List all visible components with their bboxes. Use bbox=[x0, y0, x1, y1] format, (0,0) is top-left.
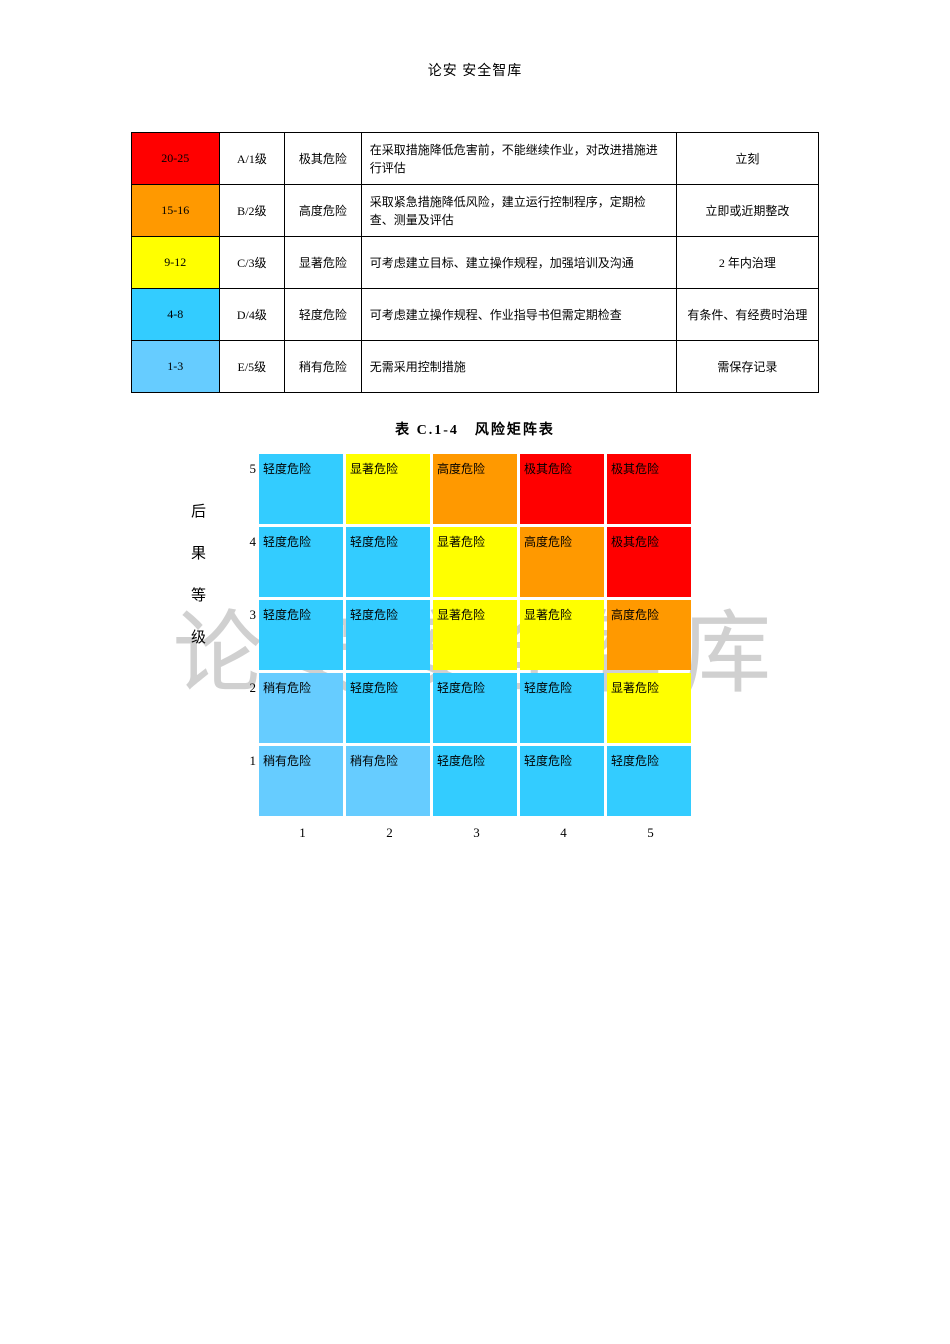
matrix-grid: 轻度危险显著危险高度危险极其危险极其危险轻度危险轻度危险显著危险高度危险极其危险… bbox=[256, 451, 694, 819]
risk-grade-cell: E/5级 bbox=[219, 341, 285, 393]
y-tick-label: 3 bbox=[236, 597, 256, 670]
risk-desc-cell: 采取紧急措施降低风险，建立运行控制程序，定期检查、测量及评估 bbox=[361, 185, 676, 237]
risk-grade-cell: D/4级 bbox=[219, 289, 285, 341]
x-tick-label: 2 bbox=[346, 825, 433, 841]
axis-char: 果 bbox=[191, 533, 207, 575]
x-tick-label: 4 bbox=[520, 825, 607, 841]
risk-level-cell: 稍有危险 bbox=[285, 341, 362, 393]
risk-action-cell: 立刻 bbox=[676, 133, 818, 185]
table-row: 1-3E/5级稍有危险无需采用控制措施需保存记录 bbox=[132, 341, 819, 393]
risk-level-table: 20-25A/1级极其危险在采取措施降低危害前，不能继续作业，对改进措施进行评估… bbox=[131, 132, 819, 393]
axis-char: 后 bbox=[191, 491, 207, 533]
risk-range-cell: 15-16 bbox=[132, 185, 220, 237]
matrix-cell: 轻度危险 bbox=[259, 527, 343, 597]
risk-level-cell: 极其危险 bbox=[285, 133, 362, 185]
y-tick-label: 2 bbox=[236, 670, 256, 743]
matrix-cell: 轻度危险 bbox=[520, 673, 604, 743]
risk-level-cell: 轻度危险 bbox=[285, 289, 362, 341]
matrix-cell: 稍有危险 bbox=[259, 746, 343, 816]
matrix-cell: 高度危险 bbox=[607, 600, 691, 670]
risk-grade-cell: A/1级 bbox=[219, 133, 285, 185]
risk-level-cell: 高度危险 bbox=[285, 185, 362, 237]
risk-grade-cell: B/2级 bbox=[219, 185, 285, 237]
matrix-title: 表 C.1-4 风险矩阵表 bbox=[0, 419, 950, 439]
matrix-cell: 显著危险 bbox=[346, 454, 430, 524]
y-tick-label: 4 bbox=[236, 524, 256, 597]
axis-char: 等 bbox=[191, 575, 207, 617]
risk-range-cell: 4-8 bbox=[132, 289, 220, 341]
risk-range-cell: 1-3 bbox=[132, 341, 220, 393]
matrix-cell: 轻度危险 bbox=[607, 746, 691, 816]
matrix-cell: 极其危险 bbox=[520, 454, 604, 524]
table-row: 4-8D/4级轻度危险可考虑建立操作规程、作业指导书但需定期检查有条件、有经费时… bbox=[132, 289, 819, 341]
matrix-cell: 轻度危险 bbox=[259, 600, 343, 670]
risk-action-cell: 立即或近期整改 bbox=[676, 185, 818, 237]
y-axis-ticks: 54321 bbox=[236, 451, 256, 816]
x-axis-ticks: 12345 bbox=[259, 825, 819, 841]
axis-char: 级 bbox=[191, 617, 207, 659]
matrix-cell: 轻度危险 bbox=[433, 746, 517, 816]
risk-desc-cell: 可考虑建立操作规程、作业指导书但需定期检查 bbox=[361, 289, 676, 341]
risk-grade-cell: C/3级 bbox=[219, 237, 285, 289]
risk-desc-cell: 在采取措施降低危害前，不能继续作业，对改进措施进行评估 bbox=[361, 133, 676, 185]
risk-action-cell: 需保存记录 bbox=[676, 341, 818, 393]
page-header: 论安 安全智库 bbox=[0, 0, 950, 80]
risk-level-cell: 显著危险 bbox=[285, 237, 362, 289]
matrix-cell: 显著危险 bbox=[433, 600, 517, 670]
matrix-row: 轻度危险显著危险高度危险极其危险极其危险 bbox=[259, 454, 691, 524]
risk-desc-cell: 无需采用控制措施 bbox=[361, 341, 676, 393]
matrix-cell: 显著危险 bbox=[520, 600, 604, 670]
matrix-cell: 显著危险 bbox=[607, 673, 691, 743]
y-axis-label: 后果等级 bbox=[191, 491, 207, 659]
matrix-cell: 轻度危险 bbox=[259, 454, 343, 524]
matrix-cell: 稍有危险 bbox=[259, 673, 343, 743]
matrix-cell: 轻度危险 bbox=[433, 673, 517, 743]
x-tick-label: 3 bbox=[433, 825, 520, 841]
matrix-cell: 轻度危险 bbox=[520, 746, 604, 816]
risk-range-cell: 20-25 bbox=[132, 133, 220, 185]
matrix-row: 稍有危险稍有危险轻度危险轻度危险轻度危险 bbox=[259, 746, 691, 816]
matrix-cell: 极其危险 bbox=[607, 527, 691, 597]
matrix-row: 轻度危险轻度危险显著危险显著危险高度危险 bbox=[259, 600, 691, 670]
table-row: 20-25A/1级极其危险在采取措施降低危害前，不能继续作业，对改进措施进行评估… bbox=[132, 133, 819, 185]
risk-desc-cell: 可考虑建立目标、建立操作规程，加强培训及沟通 bbox=[361, 237, 676, 289]
x-tick-label: 1 bbox=[259, 825, 346, 841]
risk-matrix: 后果等级 54321 轻度危险显著危险高度危险极其危险极其危险轻度危险轻度危险显… bbox=[131, 451, 819, 841]
matrix-cell: 高度危险 bbox=[433, 454, 517, 524]
x-tick-label: 5 bbox=[607, 825, 694, 841]
table-row: 9-12C/3级显著危险可考虑建立目标、建立操作规程，加强培训及沟通2 年内治理 bbox=[132, 237, 819, 289]
matrix-cell: 轻度危险 bbox=[346, 600, 430, 670]
risk-action-cell: 有条件、有经费时治理 bbox=[676, 289, 818, 341]
matrix-cell: 轻度危险 bbox=[346, 673, 430, 743]
risk-range-cell: 9-12 bbox=[132, 237, 220, 289]
matrix-row: 轻度危险轻度危险显著危险高度危险极其危险 bbox=[259, 527, 691, 597]
y-tick-label: 5 bbox=[236, 451, 256, 524]
matrix-cell: 轻度危险 bbox=[346, 527, 430, 597]
matrix-row: 稍有危险轻度危险轻度危险轻度危险显著危险 bbox=[259, 673, 691, 743]
matrix-cell: 稍有危险 bbox=[346, 746, 430, 816]
table-row: 15-16B/2级高度危险采取紧急措施降低风险，建立运行控制程序，定期检查、测量… bbox=[132, 185, 819, 237]
matrix-cell: 高度危险 bbox=[520, 527, 604, 597]
y-tick-label: 1 bbox=[236, 743, 256, 816]
risk-action-cell: 2 年内治理 bbox=[676, 237, 818, 289]
matrix-cell: 极其危险 bbox=[607, 454, 691, 524]
matrix-cell: 显著危险 bbox=[433, 527, 517, 597]
